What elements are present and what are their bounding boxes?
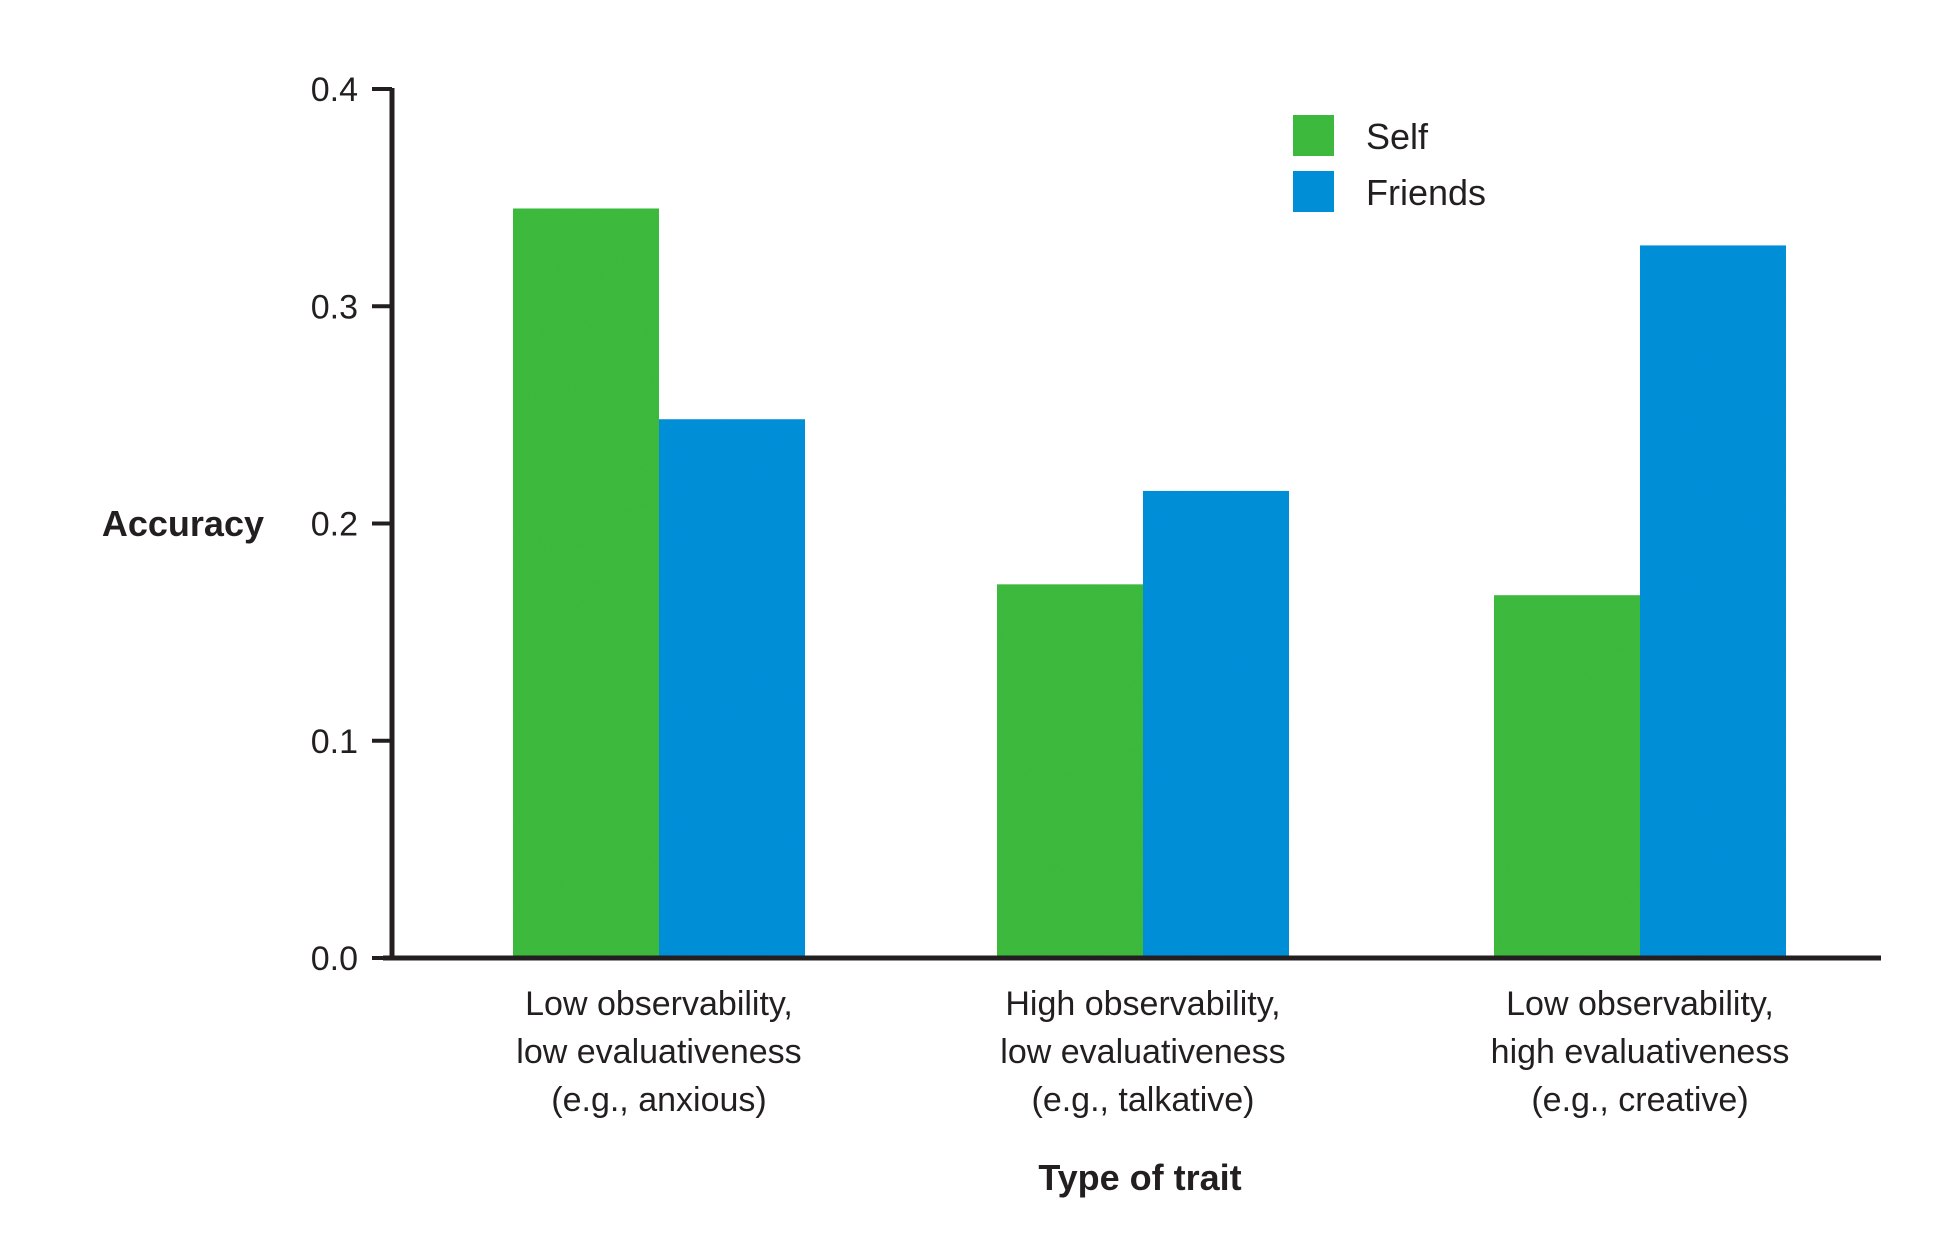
bars-group [513,208,1786,959]
category-label-line: (e.g., anxious) [551,1081,766,1119]
bar-self-1 [513,208,659,959]
y-tick-label: 0.2 [311,506,358,544]
bar-friends-3 [1640,245,1786,959]
bar-self-2 [997,584,1143,958]
legend-label-friends: Friends [1366,172,1486,213]
x-axis-title: Type of trait [1038,1157,1241,1198]
legend-swatch-friends [1293,171,1334,212]
category-label-line: high evaluativeness [1491,1033,1790,1071]
bar-self-3 [1494,595,1640,958]
bar-friends-1 [659,419,805,959]
y-tick-label: 0.4 [311,71,358,109]
y-tick-label: 0.1 [311,723,358,761]
category-label-line: Low observability, [525,985,793,1023]
y-tick-label: 0.3 [311,288,358,326]
bar-friends-2 [1143,490,1289,958]
y-axis-title: Accuracy [102,503,264,544]
y-ticks-group: 0.0 0.1 0.2 0.3 0.4 [311,71,392,978]
category-label-line: High observability, [1005,985,1280,1023]
category-label-line: low evaluativeness [1000,1033,1285,1071]
legend-swatch-self [1293,115,1334,156]
category-label-line: (e.g., talkative) [1032,1081,1255,1119]
category-label-line: low evaluativeness [516,1033,801,1071]
y-tick-label: 0.0 [311,940,358,978]
category-label-line: (e.g., creative) [1531,1081,1748,1119]
legend-label-self: Self [1366,116,1429,157]
category-labels-group: Low observability, low evaluativeness (e.g… [516,985,1789,1119]
legend: Self Friends [1293,115,1486,213]
category-label-line: Low observability, [1506,985,1774,1023]
